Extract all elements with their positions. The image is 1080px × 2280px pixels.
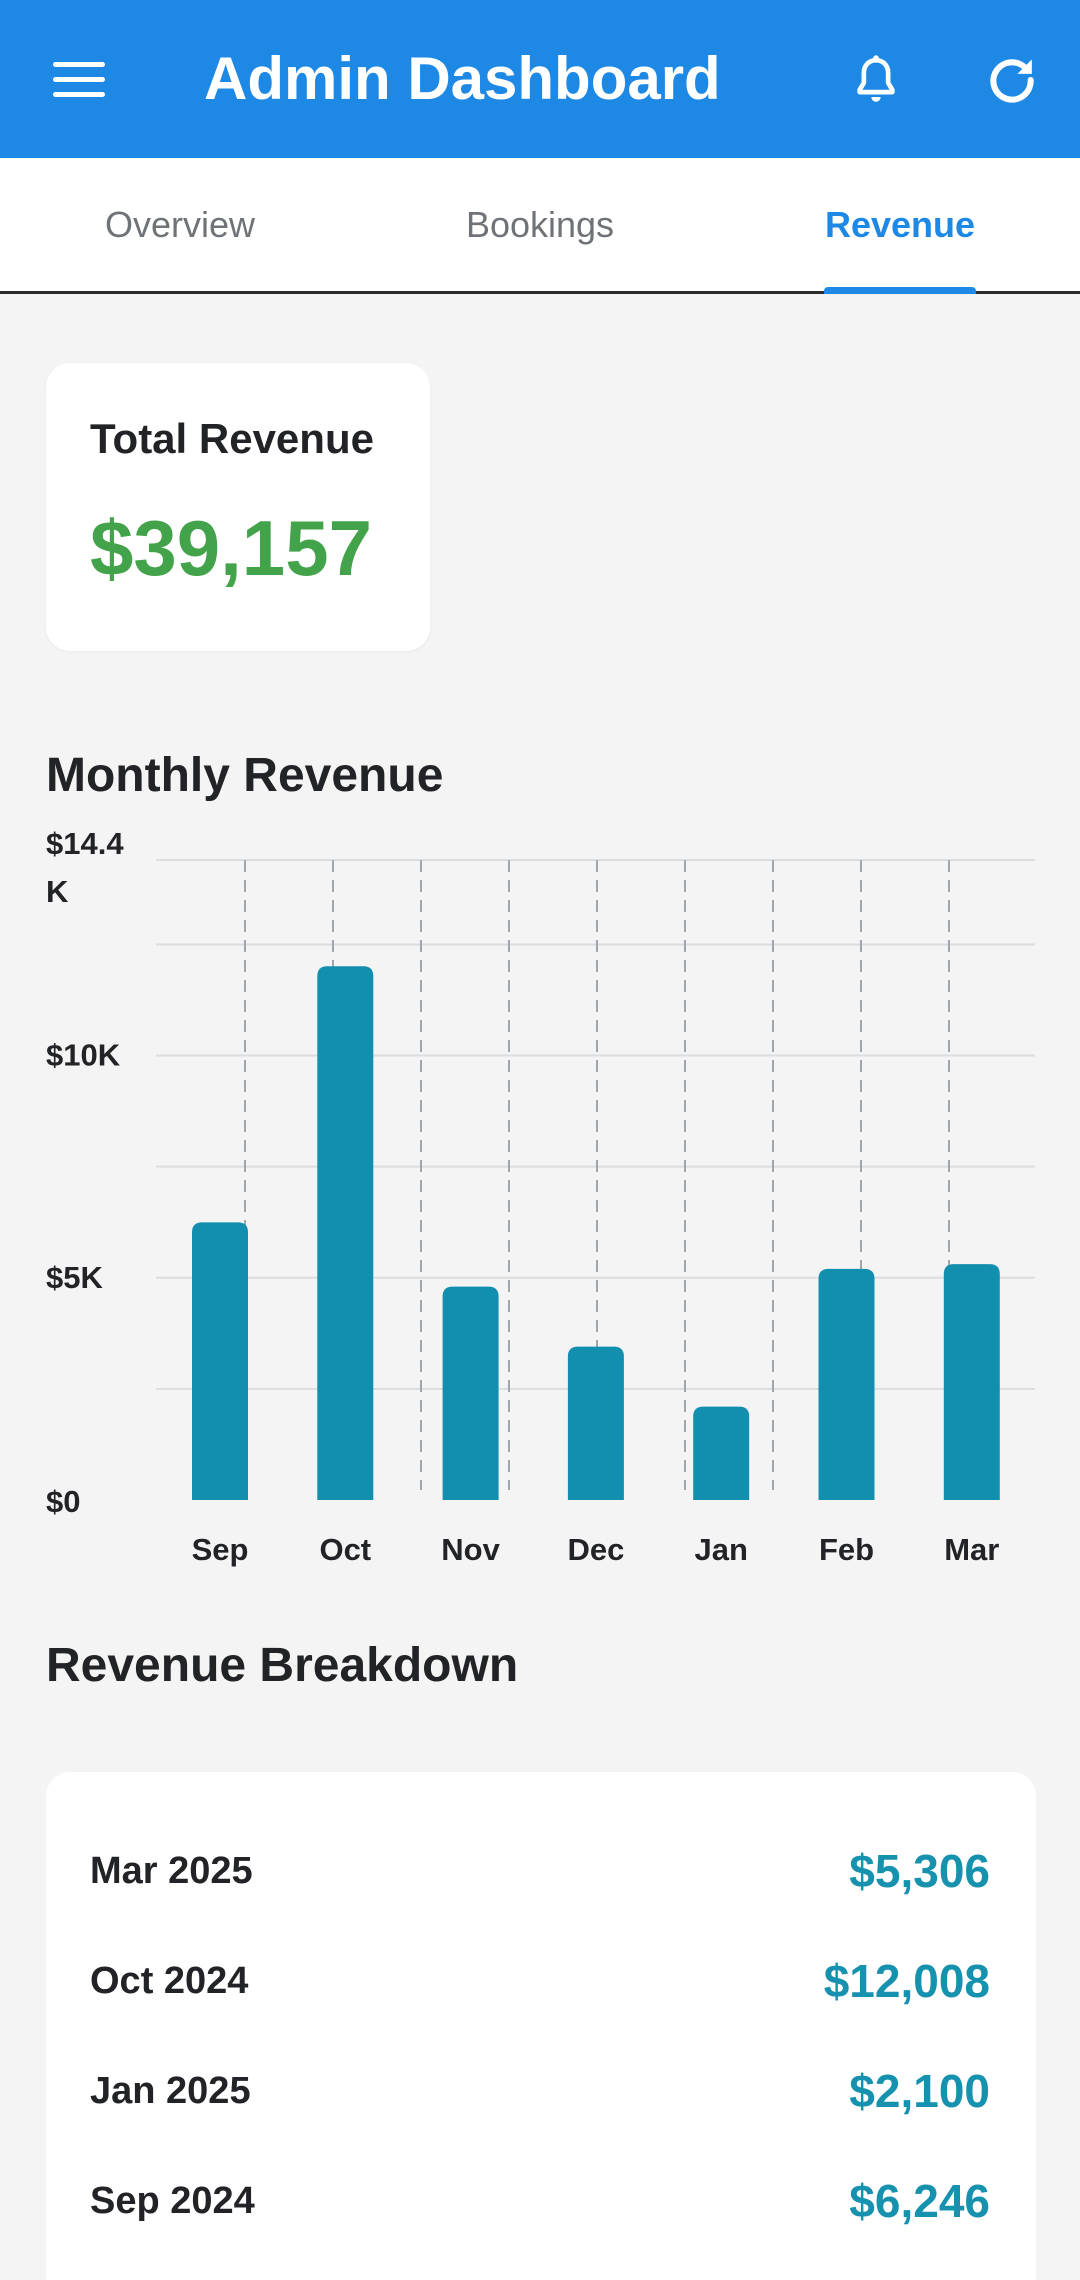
list-item: Sep 2024 $6,246 (46, 2148, 1036, 2258)
breakdown-month: Oct 2024 (90, 1960, 249, 2002)
breakdown-month: Jan 2025 (90, 2070, 251, 2112)
revenue-breakdown-title: Revenue Breakdown (46, 1639, 519, 1692)
x-tick-label: Mar (944, 1532, 999, 1567)
x-tick-label: Feb (819, 1532, 874, 1567)
hamburger-menu-icon[interactable] (44, 44, 114, 114)
list-item: Mar 2025 $5,306 (46, 1818, 1036, 1928)
list-item: Jan 2025 $2,100 (46, 2038, 1036, 2148)
x-tick-label: Nov (441, 1532, 500, 1567)
chart-bar (818, 1268, 875, 1500)
x-tick-label: Dec (567, 1532, 624, 1567)
breakdown-amount: $6,246 (849, 2175, 990, 2227)
revenue-breakdown-card: Mar 2025 $5,306 Oct 2024 $12,008 Jan 202… (46, 1772, 1036, 2280)
total-revenue-value: $39,157 (90, 504, 372, 592)
bell-icon[interactable] (840, 44, 912, 116)
chart-bar (317, 966, 374, 1500)
breakdown-month: Mar 2025 (90, 1850, 253, 1892)
total-revenue-label: Total Revenue (90, 415, 374, 462)
tab-revenue[interactable]: Revenue (824, 203, 976, 245)
chart-bar (442, 1286, 499, 1500)
monthly-revenue-chart: $0 $5K $10K $14.4 K Sep Oct Nov Dec Jan Feb Mar (46, 826, 1035, 1567)
chart-bar (567, 1346, 624, 1500)
y-tick-label: $10K (46, 1038, 121, 1073)
page-title: Admin Dashboard (204, 45, 721, 112)
breakdown-amount: $12,008 (823, 1955, 990, 2007)
active-tab-indicator (824, 287, 976, 294)
x-tick-label: Jan (694, 1532, 747, 1567)
total-revenue-card: Total Revenue $39,157 (46, 363, 430, 651)
tab-overview[interactable]: Overview (104, 203, 256, 245)
refresh-icon[interactable] (976, 44, 1048, 116)
breakdown-amount: $5,306 (849, 1845, 990, 1897)
monthly-revenue-title: Monthly Revenue (46, 749, 444, 802)
tab-bar: Overview Bookings Revenue (0, 158, 1080, 294)
app-bar: Admin Dashboard (0, 0, 1080, 158)
y-tick-label: $5K (46, 1260, 103, 1295)
chart-bar (943, 1264, 1000, 1500)
breakdown-amount: $2,100 (849, 2065, 990, 2117)
chart-bar (693, 1406, 750, 1500)
y-tick-label: $0 (46, 1484, 80, 1519)
chart-bar (192, 1222, 248, 1500)
x-tick-label: Oct (319, 1532, 371, 1567)
list-item: Oct 2024 $12,008 (46, 1928, 1036, 2038)
y-tick-label: $14.4 K (46, 826, 124, 909)
tab-bookings[interactable]: Bookings (465, 203, 615, 245)
breakdown-month: Sep 2024 (90, 2180, 255, 2222)
x-tick-label: Sep (192, 1532, 249, 1567)
